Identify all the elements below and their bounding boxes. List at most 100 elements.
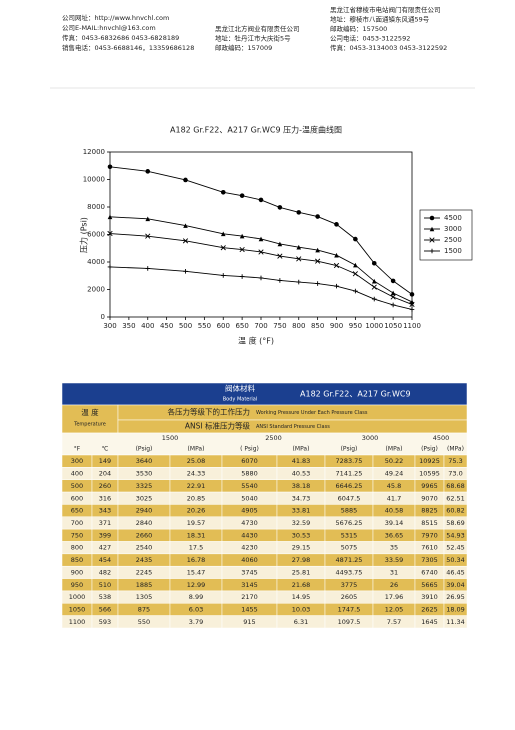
x-tick-label: 300: [103, 322, 116, 330]
table-cell: 36.65: [385, 531, 404, 539]
marker: [315, 214, 320, 219]
table-cell: 3530: [136, 470, 153, 478]
x-tick-label: 1050: [384, 322, 402, 330]
legend-label: 4500: [444, 214, 462, 222]
header-text: 传真：0453-3134003 0453-3122592: [330, 43, 447, 52]
table-cell: 6646.25: [336, 482, 363, 490]
x-tick-label: 850: [311, 322, 324, 330]
table-cell: 26.95: [446, 593, 465, 601]
table-cell: 24.33: [187, 470, 206, 478]
table-cell: 12.05: [385, 605, 404, 613]
table-cell: 1305: [136, 593, 153, 601]
table-cell: 38.18: [292, 482, 311, 490]
marker: [296, 210, 302, 215]
table-cell: 600: [71, 494, 83, 502]
header-text: 公司网址：http://www.hnvchl.com: [62, 13, 169, 22]
unit-header: (Psig): [341, 446, 358, 453]
marker: [353, 236, 358, 242]
table-cell: 6070: [241, 457, 258, 465]
table-cell: 2940: [136, 507, 153, 515]
table-cell: 454: [99, 556, 111, 564]
table-cell: 6.31: [294, 618, 308, 626]
series-line: [109, 233, 413, 305]
cell-bg: [61, 404, 119, 434]
material-label-en: Body Material: [223, 397, 258, 403]
marker: [107, 214, 113, 220]
table-cell: 26: [390, 581, 398, 589]
header-text: 传真：0453-6832686 0453-6828189: [62, 33, 179, 42]
table-cell: 427: [99, 544, 111, 552]
table-cell: 6047.5: [338, 494, 361, 502]
table-cell: 21.68: [292, 581, 311, 589]
table-cell: 39.14: [385, 519, 404, 527]
marker: [371, 260, 377, 266]
marker: [333, 262, 340, 269]
marker: [277, 253, 283, 259]
marker: [429, 237, 435, 243]
unit-header: ℃: [102, 446, 109, 453]
table-cell: 1885: [136, 581, 153, 589]
marker: [183, 223, 188, 228]
table-cell: 2170: [241, 593, 258, 601]
marker: [258, 275, 264, 281]
table-cell: 3745: [241, 568, 258, 576]
marker: [353, 262, 358, 268]
table-cell: 4230: [241, 544, 258, 552]
cell-bg: [443, 615, 468, 629]
table-cell: 33.81: [292, 507, 311, 515]
table-cell: 2840: [136, 519, 153, 527]
table-cell: 566: [99, 605, 111, 613]
marker: [220, 245, 226, 251]
table-cell: 8515: [421, 519, 438, 527]
table-cell: 29.15: [292, 544, 311, 552]
table-cell: 68.68: [446, 482, 465, 490]
y-tick-label: 8000: [87, 203, 105, 211]
table-cell: 7305: [421, 556, 438, 564]
table-cell: 7970: [421, 531, 438, 539]
material-label: 阀体材料: [225, 383, 255, 393]
table-cell: 54.93: [446, 531, 465, 539]
table-cell: 5540: [241, 482, 258, 490]
class-header: 3000: [362, 434, 379, 442]
unit-header: (MPa): [447, 446, 464, 453]
x-tick-label: 1100: [403, 322, 421, 330]
table-cell: 482: [99, 568, 111, 576]
y-tick-label: 0: [101, 313, 105, 321]
table-cell: 3325: [136, 482, 153, 490]
marker: [334, 222, 339, 227]
table-cell: 10.03: [292, 605, 311, 613]
table-cell: 1747.5: [338, 605, 361, 613]
class-label: ANSI 标准压力等级: [185, 421, 251, 431]
marker: [352, 271, 358, 277]
y-tick-label: 10000: [83, 176, 105, 184]
plot-frame: [109, 151, 413, 318]
series-line: [109, 216, 413, 303]
table-cell: 3640: [136, 457, 153, 465]
marker: [409, 292, 415, 297]
marker: [429, 215, 435, 221]
table-cell: 1455: [241, 605, 258, 613]
marker: [183, 268, 188, 274]
marker: [220, 273, 226, 278]
x-tick-label: 400: [141, 322, 154, 330]
header-text: 地址：牡丹江市大庆街5号: [215, 34, 291, 43]
table-cell: 1000: [69, 593, 86, 601]
table-cell: 593: [99, 618, 111, 626]
table-cell: 915: [243, 618, 255, 626]
table-cell: 10595: [419, 470, 440, 478]
class-header: 4500: [433, 434, 450, 442]
table-cell: 7610: [421, 544, 438, 552]
marker: [239, 274, 245, 279]
table-cell: 49.24: [385, 470, 404, 478]
table-cell: 62.51: [446, 494, 465, 502]
table-cell: 4730: [241, 519, 258, 527]
marker: [258, 249, 264, 255]
x-tick-label: 750: [273, 322, 286, 330]
unit-header: (MPa): [188, 446, 205, 453]
table-cell: 12.99: [187, 581, 206, 589]
table-cell: 950: [71, 581, 83, 589]
table-cell: 9965: [421, 482, 438, 490]
table-cell: 58.69: [446, 519, 465, 527]
marker: [409, 307, 415, 312]
table-cell: 73.0: [448, 470, 462, 478]
